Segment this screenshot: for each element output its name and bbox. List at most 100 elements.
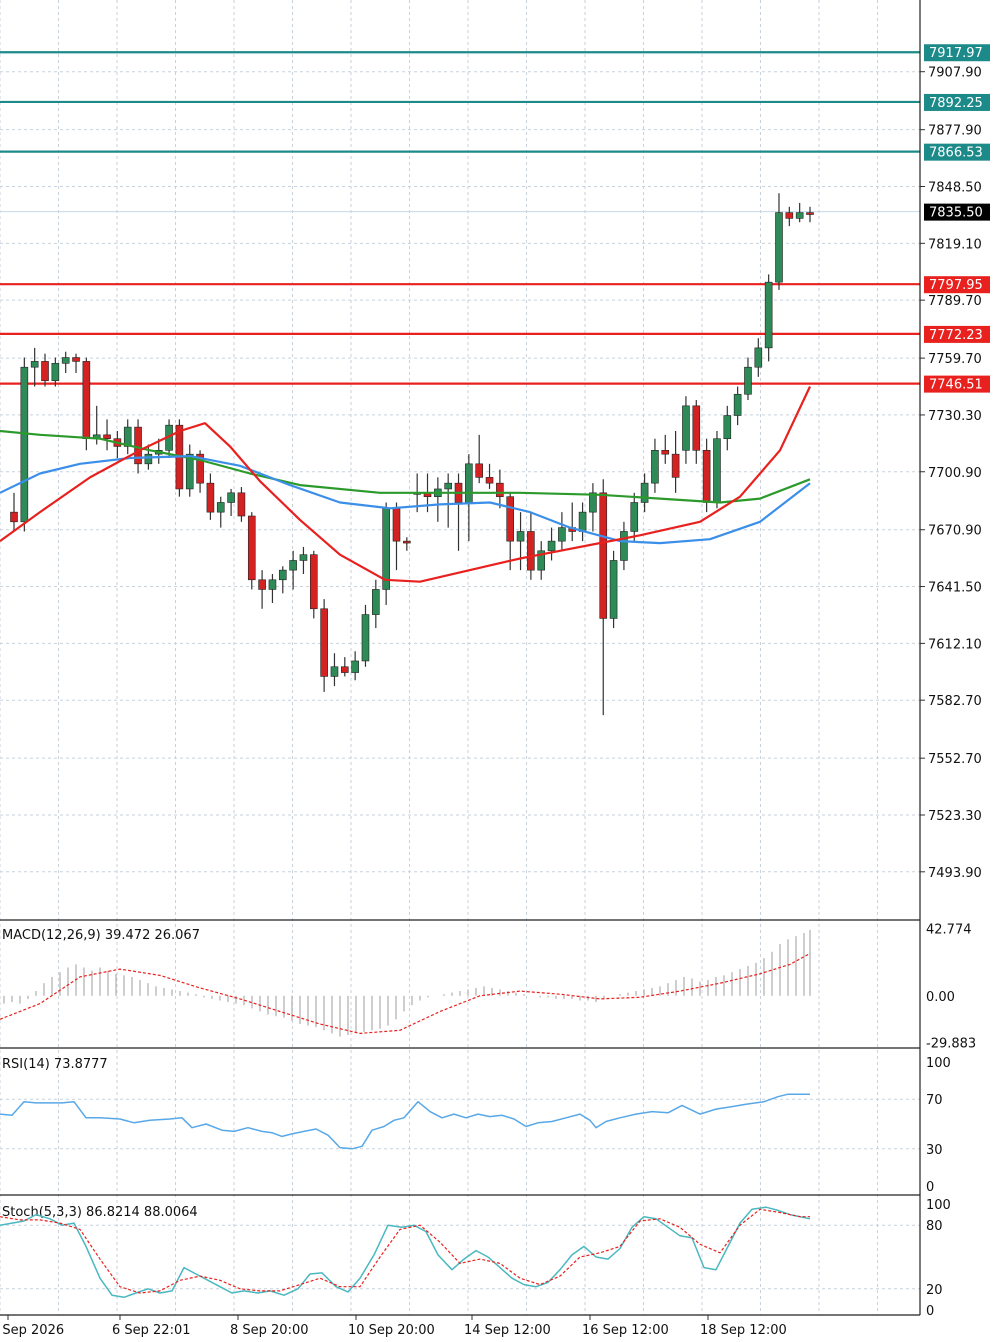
candle-down: [403, 540, 411, 544]
price-tick-label: 7552.70: [928, 752, 982, 767]
candle-up: [20, 366, 29, 523]
candle-up: [713, 438, 721, 503]
candle-down: [258, 579, 266, 590]
candle-up: [299, 554, 308, 561]
price-tick-label: 7848.50: [928, 180, 982, 195]
macd-signal-line: [0, 952, 811, 1035]
candle-up: [278, 569, 287, 581]
candle-down: [485, 477, 494, 484]
candle-down: [134, 426, 142, 465]
candle-up: [227, 492, 235, 503]
price-tick-label: 7700.90: [928, 466, 982, 481]
ma-slow-line: [0, 455, 811, 545]
level-badge-label: 7746.51: [929, 378, 983, 393]
level-badge-resistance: [924, 93, 990, 111]
time-tick-label: 14 Sep 12:00: [464, 1323, 551, 1338]
moving-averages: [0, 386, 811, 583]
ma-fast-line: [0, 386, 811, 583]
candle-up: [330, 666, 339, 677]
candle-down: [475, 463, 483, 478]
candle-up: [589, 492, 597, 513]
time-tick-label: 16 Sep 12:00: [582, 1323, 669, 1338]
candle-up: [30, 361, 39, 368]
candle-up: [609, 560, 618, 619]
level-badge-support: [924, 375, 990, 393]
stoch-tick-label: 100: [926, 1198, 951, 1213]
price-tick-label: 7641.50: [928, 581, 982, 596]
level-badge-resistance: [924, 143, 990, 161]
candle-up: [382, 507, 390, 590]
level-badge-support: [924, 276, 990, 294]
grid: [0, 0, 920, 1315]
time-tick-label: 3 Sep 2026: [0, 1323, 64, 1338]
candle-up: [795, 212, 804, 219]
level-badge-support: [924, 325, 990, 343]
price-tick-label: 7582.70: [928, 694, 982, 709]
level-badge-resistance: [924, 44, 990, 62]
stoch-main-line: [0, 1206, 811, 1299]
candle-down: [309, 554, 318, 610]
level-badge-label: 7866.53: [929, 146, 983, 161]
macd-pane: MACD(12,26,9) 39.472 26.067 42.774 0.00 -29…: [0, 923, 976, 1052]
candle-up: [537, 550, 546, 571]
macd-tick-label: -29.883: [926, 1037, 976, 1052]
candle-up: [764, 281, 773, 349]
time-tick-label: 6 Sep 22:01: [112, 1323, 191, 1338]
time-tick-label: 8 Sep 20:00: [230, 1323, 309, 1338]
candle-down: [247, 515, 256, 581]
candle-up: [516, 531, 525, 542]
candle-down: [103, 434, 111, 440]
candle-down: [206, 482, 215, 513]
candle-up: [723, 415, 732, 440]
candle-up: [289, 560, 297, 571]
price-levels: [0, 51, 920, 385]
stoch-tick-label: 0: [926, 1304, 934, 1319]
price-tick-label: 7612.10: [928, 637, 982, 652]
rsi-label: RSI(14) 73.8777: [2, 1057, 108, 1072]
candle-up: [620, 531, 628, 561]
stoch-label: Stoch(5,3,3) 86.8214 88.0064: [2, 1205, 198, 1220]
level-badge-current: [924, 203, 990, 221]
candle-down: [320, 608, 328, 677]
candle-up: [775, 212, 783, 283]
candle-down: [41, 361, 49, 382]
candle-up: [640, 482, 649, 503]
candle-up: [744, 366, 752, 395]
macd-label: MACD(12,26,9) 39.472 26.067: [2, 928, 200, 943]
time-tick-label: 10 Sep 20:00: [348, 1323, 435, 1338]
time-tick-label: 18 Sep 12:00: [700, 1323, 787, 1338]
price-tick-label: 7907.90: [928, 66, 982, 81]
candle-up: [123, 426, 132, 447]
macd-tick-label: 0.00: [926, 990, 955, 1005]
stoch-tick-label: 20: [926, 1283, 943, 1298]
rsi-line: [0, 1093, 810, 1150]
candle-up: [61, 357, 70, 364]
candle-down: [692, 405, 701, 451]
price-tick-label: 7730.30: [928, 409, 982, 424]
candle-up: [733, 393, 742, 416]
candle-down: [806, 212, 814, 215]
candle-up: [216, 502, 225, 513]
level-badge-label: 7917.97: [929, 46, 983, 61]
candle-up: [268, 579, 277, 590]
candle-up: [558, 527, 566, 542]
rsi-pane: RSI(14) 73.8777 100 70 30 0: [0, 1056, 951, 1195]
price-tick-label: 7759.70: [928, 352, 982, 367]
macd-tick-label: 42.774: [926, 923, 972, 938]
price-axis: 7907.90 7877.90 7848.50 7819.10 7789.70 7759.…: [920, 66, 982, 881]
candle-up: [444, 482, 452, 490]
candle-down: [671, 453, 680, 478]
candle-up: [465, 463, 473, 503]
price-tick-label: 7670.90: [928, 524, 982, 539]
level-badge-label: 7797.95: [929, 278, 983, 293]
rsi-tick-label: 30: [926, 1143, 943, 1158]
candle-down: [82, 361, 91, 440]
candle-down: [496, 482, 504, 497]
candle-up: [754, 347, 763, 368]
price-tick-label: 7819.10: [928, 237, 982, 252]
candle-up: [361, 614, 370, 662]
price-tick-label: 7493.90: [928, 866, 982, 881]
level-badge-label: 7772.23: [929, 328, 983, 343]
